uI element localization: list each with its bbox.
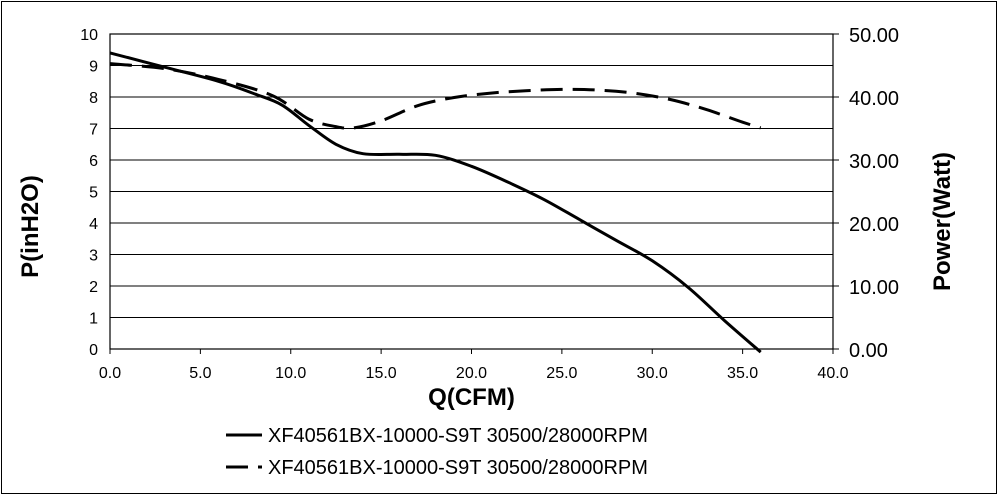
y-tick-label: 10	[80, 27, 98, 44]
y2-tick-label: 50.00	[849, 25, 899, 47]
x-tick-label: 25.0	[546, 365, 577, 382]
series-lines	[109, 51, 762, 354]
legend: XF40561BX-10000-S9T 30500/28000RPM XF405…	[226, 425, 648, 479]
y2-tick-label: 0.00	[849, 340, 888, 362]
x-tick-label: 30.0	[637, 365, 668, 382]
x-tick-label: 15.0	[366, 365, 397, 382]
x-tick-label: 35.0	[727, 365, 758, 382]
y-tick-label: 0	[89, 342, 98, 359]
x-tick-label: 20.0	[456, 365, 487, 382]
y-axis-label: P(inH2O)	[17, 175, 44, 278]
x-tick-label: 10.0	[275, 365, 306, 382]
y-tick-label: 6	[89, 153, 98, 170]
y2-tick-label: 40.00	[849, 88, 899, 110]
legend-label-solid: XF40561BX-10000-S9T 30500/28000RPM	[268, 425, 648, 447]
y-tick-label: 3	[89, 248, 98, 265]
y-tick-label: 4	[89, 216, 98, 233]
x-tick-label: 5.0	[189, 365, 211, 382]
x-axis-ticks: 0.0 5.0 10.0 15.0 20.0 25.0 30.0 35.0 40.0	[99, 349, 849, 382]
y-tick-label: 9	[89, 59, 98, 76]
x-tick-label: 40.0	[817, 365, 848, 382]
x-tick-label: 0.0	[99, 365, 121, 382]
right-axis-ticks: 0.00 10.00 20.00 30.00 40.00 50.00	[833, 25, 899, 362]
plot-area-border	[109, 33, 834, 350]
y-tick-label: 7	[89, 122, 98, 139]
legend-label-dashed: XF40561BX-10000-S9T 30500/28000RPM	[268, 457, 648, 479]
y2-tick-label: 10.00	[849, 277, 899, 299]
y-tick-label: 1	[89, 311, 98, 328]
left-axis-ticks: 0 1 2 3 4 5 6 7 8 9 10	[80, 27, 98, 359]
y2-tick-label: 20.00	[849, 214, 899, 236]
y2-tick-label: 30.00	[849, 151, 899, 173]
y-tick-label: 2	[89, 279, 98, 296]
y-tick-label: 8	[89, 90, 98, 107]
power-curve-line	[109, 62, 762, 130]
y-tick-label: 5	[89, 185, 98, 202]
x-axis-label: Q(CFM)	[428, 384, 515, 411]
y2-axis-label: Power(Watt)	[929, 152, 956, 291]
pressure-curve-line	[109, 51, 762, 354]
